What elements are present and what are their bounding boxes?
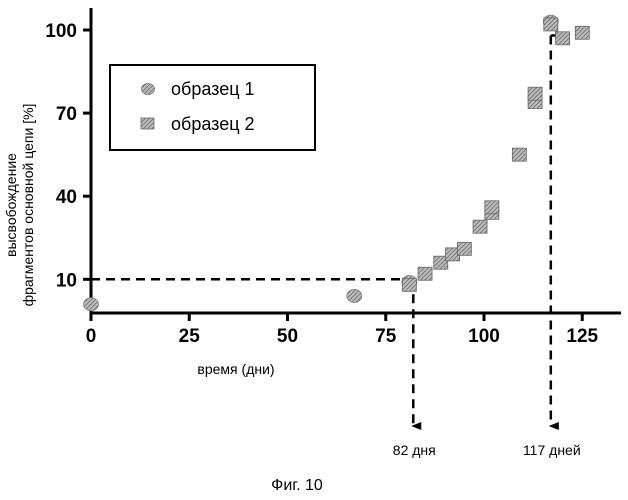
data-point-series-1 (84, 298, 99, 311)
data-point-series-1 (347, 289, 362, 302)
y-axis-label-line-1: высвобождение (3, 153, 19, 257)
x-ticks: 0 25 50 75 100 125 (86, 313, 599, 347)
legend-box (110, 65, 315, 150)
x-tick-label: 100 (468, 326, 500, 347)
data-point-series-2 (512, 148, 526, 161)
x-tick-label: 50 (277, 326, 298, 347)
data-point-series-2 (457, 242, 471, 255)
legend-label-series-2: образец 2 (171, 114, 255, 134)
y-tick-label: 70 (56, 104, 77, 125)
y-tick-label: 40 (56, 187, 77, 208)
data-point-series-2 (402, 278, 416, 291)
data-point-series-2 (473, 220, 487, 233)
legend-label-series-1: образец 1 (171, 79, 255, 99)
y-tick-label: 100 (45, 21, 77, 42)
x-tick-label: 125 (566, 326, 598, 347)
y-ticks: 10 40 70 100 (45, 21, 91, 291)
x-tick-label: 75 (375, 326, 397, 347)
legend-marker-series-1 (142, 84, 155, 95)
guide-label: 117 дней (523, 442, 581, 458)
y-tick-label: 10 (56, 270, 77, 291)
x-tick-label: 25 (179, 326, 201, 347)
data-points (84, 15, 590, 311)
data-point-series-2 (528, 87, 542, 100)
x-tick-label: 0 (86, 326, 97, 347)
legend: образец 1 образец 2 (110, 65, 315, 150)
data-point-series-2 (485, 201, 499, 214)
y-axis-label-line-2: фрагментов основной цепи [%] (20, 104, 36, 307)
data-point-series-2 (544, 18, 558, 31)
y-axis-label: высвобождение фрагментов основной цепи [… (3, 104, 36, 307)
x-axis-label: время (дни) (197, 361, 274, 377)
legend-marker-series-2 (141, 118, 154, 129)
data-point-series-2 (418, 267, 432, 280)
figure-caption: Фиг. 10 (271, 477, 323, 494)
axes (91, 8, 621, 313)
guide-label: 82 дня (393, 442, 436, 458)
data-point-series-2 (575, 26, 589, 39)
data-point-series-2 (556, 32, 570, 45)
